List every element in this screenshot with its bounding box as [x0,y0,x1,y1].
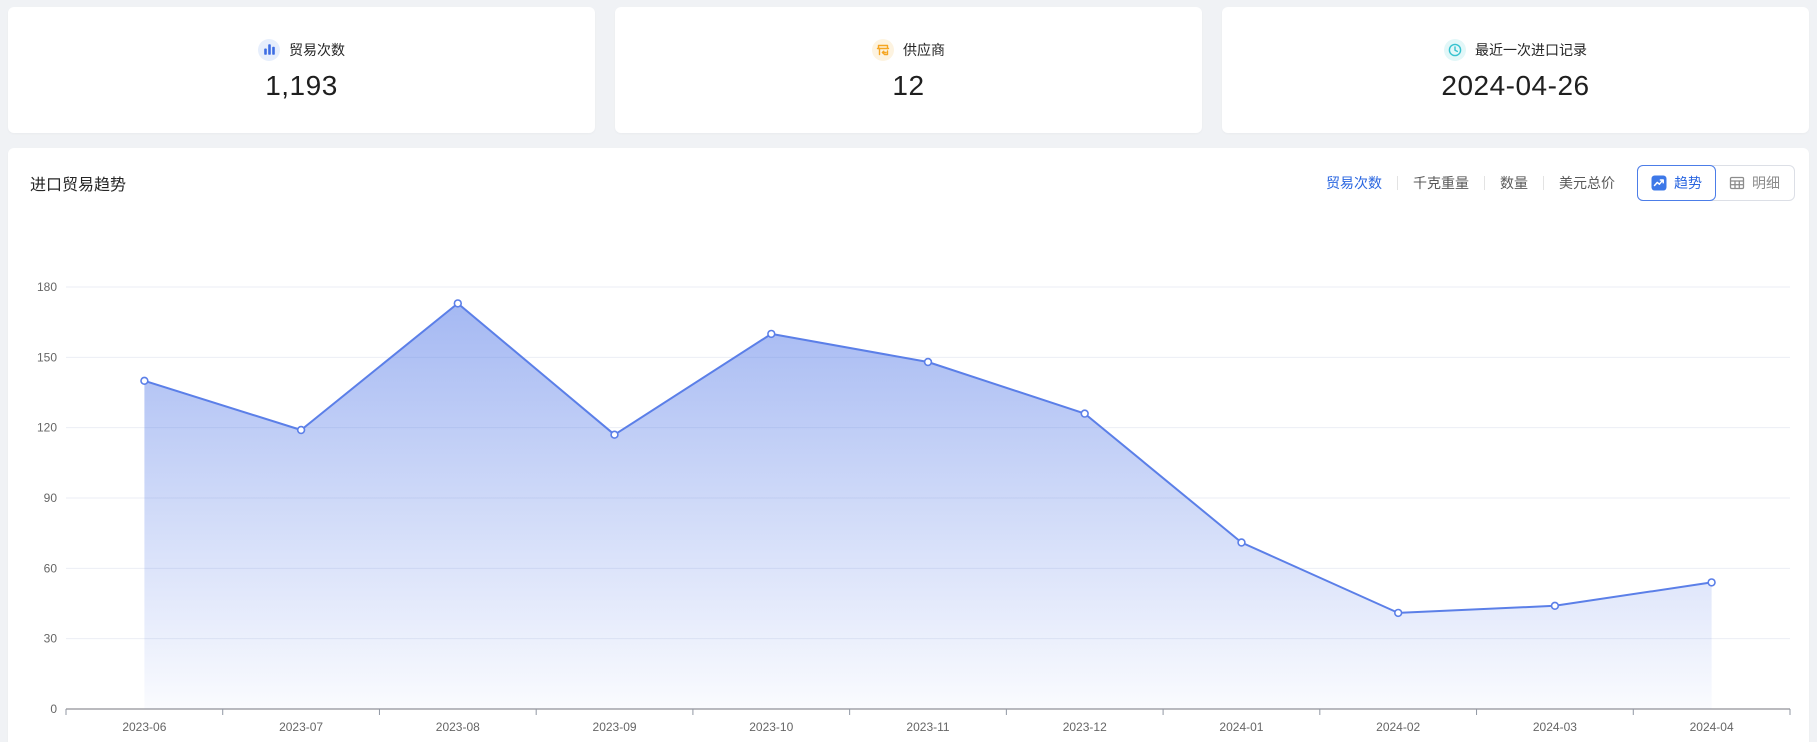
svg-text:2023-06: 2023-06 [122,720,166,734]
svg-text:2023-12: 2023-12 [1063,720,1107,734]
stat-card-value: 2024-04-26 [1441,69,1590,101]
metric-tab-trade-count[interactable]: 贸易次数 [1326,174,1382,191]
table-icon [1729,175,1745,191]
svg-text:150: 150 [37,350,57,364]
view-toggle: 趋势 明细 [1637,164,1795,201]
stat-card-value: 1,193 [265,69,338,101]
svg-text:0: 0 [50,702,57,716]
svg-text:2023-08: 2023-08 [436,720,480,734]
trend-icon [1651,175,1667,191]
svg-text:2023-09: 2023-09 [593,720,637,734]
stat-card-value: 12 [892,69,925,101]
stat-card-header: 贸易次数 [258,38,345,61]
stat-cards-row: 贸易次数 1,193 供应商 12 [0,0,1817,133]
bar-chart-icon [258,38,280,61]
stat-card-header: 最近一次进口记录 [1444,38,1587,61]
metric-tab-quantity[interactable]: 数量 [1500,174,1528,191]
svg-text:60: 60 [44,561,58,575]
stat-card-label: 供应商 [903,41,945,58]
svg-text:2024-02: 2024-02 [1376,720,1420,734]
stat-card-header: 供应商 [872,38,945,61]
metric-tab-usd-total[interactable]: 美元总价 [1559,174,1615,191]
chart-header: 进口贸易趋势 贸易次数 千克重量 数量 美元总价 [8,148,1809,201]
svg-text:2023-11: 2023-11 [906,720,949,734]
stat-card-label: 贸易次数 [289,41,345,58]
svg-text:30: 30 [44,632,58,646]
trend-area-chart[interactable]: 0 30 60 90 120 150 180 2023-06 2023-07 2023-08 202… [8,204,1809,742]
view-toggle-detail-button[interactable]: 明细 [1715,166,1794,200]
svg-text:2024-03: 2024-03 [1533,720,1577,734]
metric-tabs: 贸易次数 千克重量 数量 美元总价 [1326,173,1615,193]
view-toggle-trend-button[interactable]: 趋势 [1637,164,1716,201]
svg-text:2024-01: 2024-01 [1219,720,1263,734]
chart-controls: 贸易次数 千克重量 数量 美元总价 趋势 [1326,164,1795,201]
stat-card-suppliers: 供应商 12 [615,7,1202,133]
supplier-icon [872,38,894,61]
view-toggle-label: 明细 [1752,174,1780,191]
stat-card-label: 最近一次进口记录 [1475,41,1587,58]
divider [1543,175,1544,190]
metric-tab-kg-weight[interactable]: 千克重量 [1413,174,1469,191]
divider [1397,175,1398,190]
svg-text:120: 120 [37,421,57,435]
divider [1484,175,1485,190]
view-toggle-label: 趋势 [1674,174,1702,191]
stat-card-last-import: 最近一次进口记录 2024-04-26 [1222,7,1809,133]
svg-text:90: 90 [44,491,58,505]
stat-card-trade-count: 贸易次数 1,193 [8,7,595,133]
chart-title: 进口贸易趋势 [30,176,127,194]
svg-text:180: 180 [37,280,57,294]
chart-card: 进口贸易趋势 贸易次数 千克重量 数量 美元总价 [8,148,1809,742]
svg-text:2023-10: 2023-10 [749,720,793,734]
svg-text:2024-04: 2024-04 [1690,720,1734,734]
svg-text:2023-07: 2023-07 [279,720,323,734]
clock-icon [1444,38,1466,61]
